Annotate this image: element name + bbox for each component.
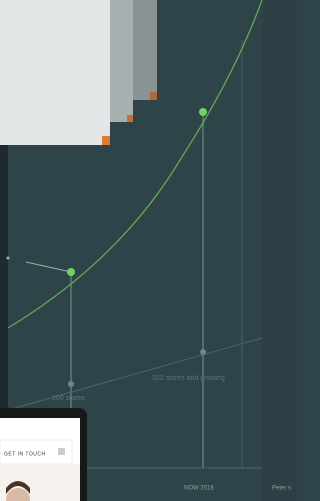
curve-point — [67, 268, 75, 276]
card-corner — [127, 115, 133, 122]
axis-label: NOW 2018 — [184, 486, 214, 492]
card-corner — [150, 92, 157, 100]
card-front — [0, 0, 110, 145]
label: 200 stores — [52, 395, 85, 402]
axis-label: Peter s — [272, 486, 291, 492]
card-corner — [102, 136, 110, 145]
right-panel — [262, 0, 297, 501]
nav-button[interactable]: GET IN TOUCH — [4, 451, 46, 457]
page: 200 stores 322 stores and growing NOW 20… — [0, 0, 297, 501]
trend-point — [200, 349, 206, 355]
trend-point — [68, 381, 74, 387]
left-strip — [0, 145, 8, 408]
curve-point — [199, 108, 207, 116]
menu-icon — [58, 448, 65, 455]
label: 322 stores and growing — [152, 375, 225, 382]
pointer-dot — [7, 257, 10, 260]
